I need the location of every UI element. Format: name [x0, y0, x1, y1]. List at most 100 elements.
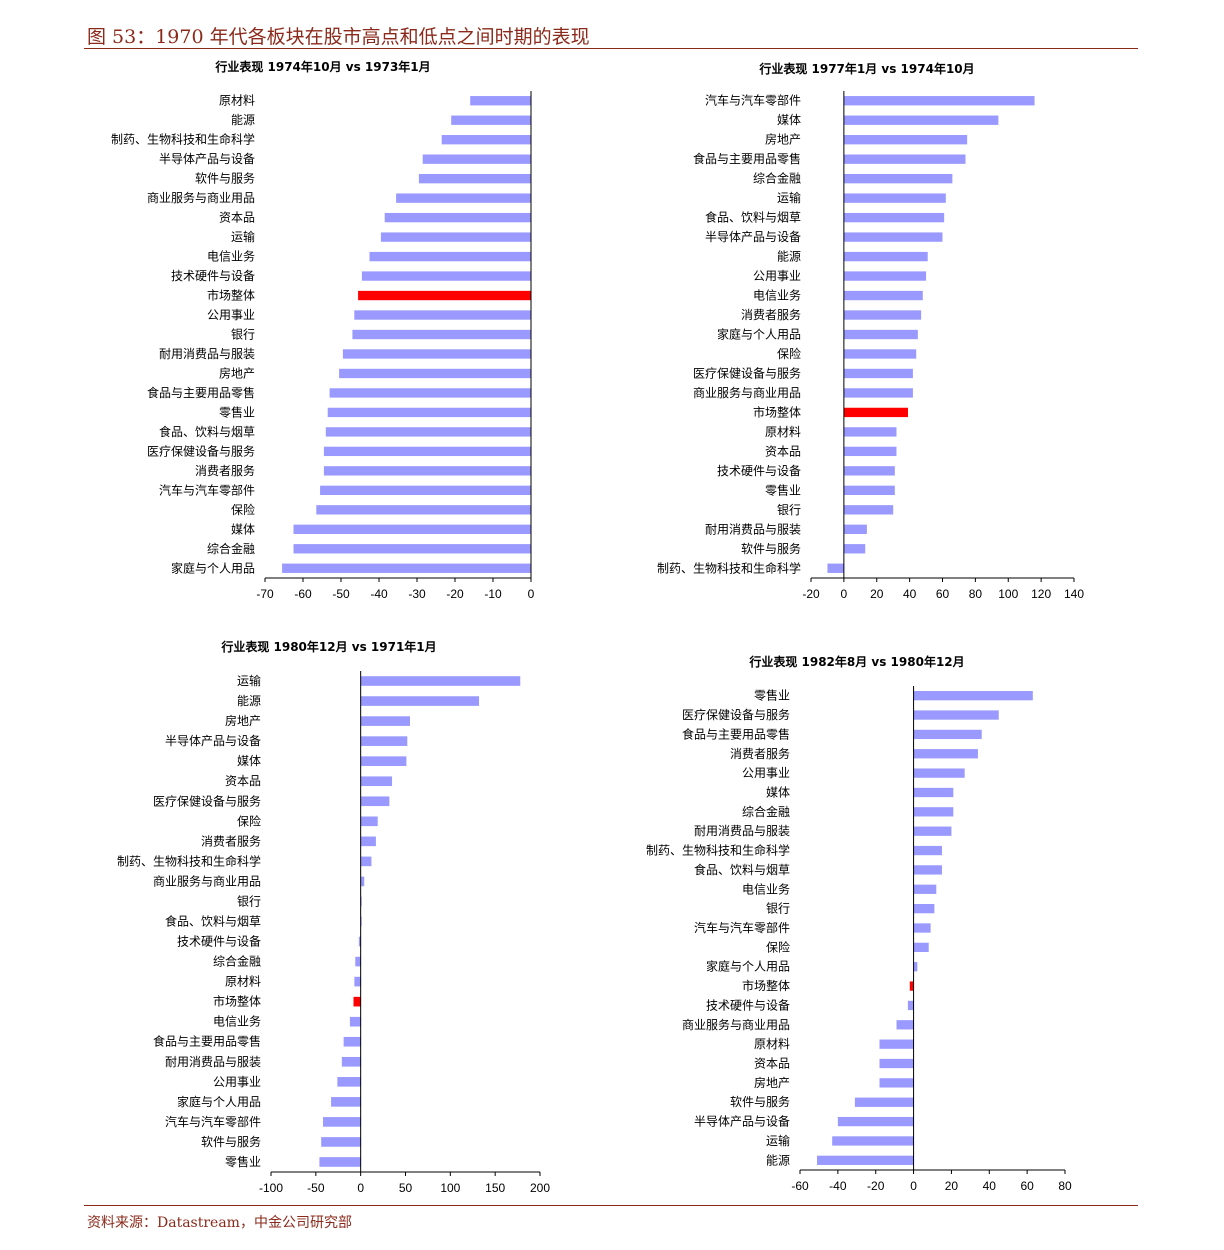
bar — [337, 1077, 361, 1087]
category-label: 技术硬件与设备 — [171, 269, 255, 283]
category-label: 食品、饮料与烟草 — [159, 424, 255, 439]
bar — [843, 524, 867, 534]
title-divider — [84, 48, 1138, 49]
x-tick-label: -20 — [802, 587, 820, 601]
x-tick-label: 0 — [528, 587, 535, 601]
bar — [342, 349, 531, 359]
x-tick-label: 140 — [1064, 587, 1084, 601]
category-label: 制药、生物科技和生命科学 — [646, 843, 790, 858]
category-label: 运输 — [237, 673, 261, 688]
bar — [331, 1097, 361, 1107]
category-label: 零售业 — [219, 404, 255, 419]
category-label: 原材料 — [225, 975, 261, 989]
x-tick-label: 0 — [357, 1181, 364, 1195]
bar — [843, 212, 945, 223]
bar — [913, 884, 937, 894]
bar — [879, 1058, 914, 1069]
category-label: 技术硬件与设备 — [717, 464, 801, 478]
category-label: 媒体 — [237, 754, 261, 768]
bar — [907, 1000, 914, 1011]
category-label: 汽车与汽车零部件 — [705, 93, 801, 108]
category-label: 综合金融 — [742, 804, 790, 819]
category-label: 食品、饮料与烟草 — [705, 210, 801, 225]
bar — [320, 485, 531, 496]
category-label: 房地产 — [765, 132, 801, 147]
bar — [293, 544, 531, 554]
category-label: 综合金融 — [213, 954, 261, 969]
bar — [358, 936, 361, 947]
category-label: 公用事业 — [753, 269, 801, 283]
category-label: 银行 — [237, 894, 261, 908]
category-label: 软件与服务 — [730, 1094, 790, 1109]
bar-market-overall — [909, 981, 914, 991]
category-label: 耐用消费品与服装 — [694, 824, 790, 838]
category-label: 原材料 — [754, 1037, 790, 1051]
bar — [843, 271, 927, 281]
bar — [360, 736, 408, 746]
category-label: 电信业务 — [207, 249, 255, 264]
bar — [316, 505, 531, 515]
category-label: 能源 — [231, 113, 255, 127]
category-label: 零售业 — [765, 482, 801, 497]
bar — [827, 563, 844, 573]
bar — [360, 856, 372, 867]
bar — [282, 563, 531, 573]
category-label: 保险 — [766, 939, 790, 954]
chart-title: 行业表现 1982年8月 vs 1980年12月 — [748, 654, 964, 669]
category-label: 公用事业 — [742, 766, 790, 780]
bar — [361, 271, 531, 281]
footer-divider — [84, 1205, 1138, 1206]
category-label: 医疗保健设备与服务 — [682, 707, 790, 722]
bar — [843, 96, 1035, 106]
bar — [843, 368, 913, 379]
category-label: 汽车与汽车零部件 — [165, 1114, 261, 1129]
category-label: 运输 — [766, 1133, 790, 1148]
bar — [913, 962, 918, 972]
category-label: 消费者服务 — [201, 833, 261, 848]
category-label: 软件与服务 — [201, 1134, 261, 1149]
category-label: 媒体 — [766, 785, 790, 799]
category-label: 食品与主要用品零售 — [153, 1034, 261, 1049]
category-label: 房地产 — [754, 1075, 790, 1090]
x-tick-label: -20 — [446, 587, 464, 601]
category-label: 市场整体 — [207, 288, 255, 303]
x-tick-label: -50 — [307, 1181, 325, 1195]
category-label: 银行 — [766, 902, 790, 916]
category-label: 耐用消费品与服装 — [165, 1055, 261, 1069]
category-label: 汽车与汽车零部件 — [159, 482, 255, 497]
category-label: 耐用消费品与服装 — [159, 347, 255, 361]
category-label: 银行 — [231, 328, 255, 342]
bar — [854, 1097, 914, 1107]
category-label: 消费者服务 — [195, 463, 255, 478]
category-label: 耐用消费品与服装 — [705, 522, 801, 536]
bar — [323, 446, 531, 457]
chart-2: 行业表现 1977年1月 vs 1974年10月汽车与汽车零部件媒体房地产食品与… — [657, 61, 1084, 601]
bar — [817, 1155, 914, 1165]
category-label: 能源 — [766, 1153, 790, 1167]
bar — [879, 1078, 914, 1088]
x-tick-label: -30 — [408, 587, 426, 601]
category-label: 资本品 — [219, 211, 255, 225]
bar — [843, 388, 913, 398]
figure-title: 图 53：1970 年代各板块在股市高点和低点之间时期的表现 — [87, 26, 590, 48]
category-label: 市场整体 — [753, 404, 801, 419]
bar — [913, 923, 931, 933]
category-label: 市场整体 — [213, 994, 261, 1009]
bar — [843, 154, 966, 164]
bar — [360, 816, 378, 827]
bar — [913, 749, 978, 759]
bar — [354, 976, 361, 987]
bar — [380, 232, 531, 242]
category-label: 技术硬件与设备 — [177, 935, 261, 949]
bar — [325, 427, 531, 437]
bar — [369, 251, 531, 262]
x-tick-label: 200 — [530, 1181, 550, 1195]
category-label: 市场整体 — [742, 978, 790, 993]
bar — [327, 407, 531, 418]
bar-market-overall — [353, 996, 361, 1007]
bar — [879, 1039, 914, 1049]
bar — [913, 865, 942, 875]
bar — [913, 691, 1033, 701]
bar — [323, 1117, 361, 1127]
category-label: 公用事业 — [213, 1075, 261, 1089]
